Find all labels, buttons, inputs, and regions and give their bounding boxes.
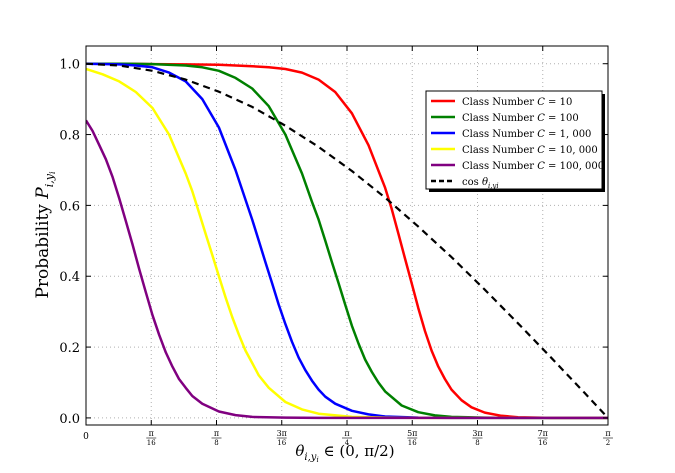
legend-label-2: Class Number C = 1, 000 [462, 129, 591, 140]
y-axis-label: Probability Pi,yi [33, 171, 57, 299]
y-tick-label: 0.8 [59, 129, 80, 144]
y-tick-label: 0.2 [59, 341, 80, 356]
svg-text:16: 16 [277, 439, 286, 447]
svg-text:16: 16 [147, 439, 156, 447]
legend-label-4: Class Number C = 100, 000 [462, 161, 604, 172]
svg-text:3π: 3π [277, 429, 287, 438]
svg-text:π: π [149, 429, 154, 438]
svg-text:8: 8 [475, 439, 479, 447]
svg-text:7π: 7π [538, 429, 548, 438]
y-tick-label: 0.6 [59, 199, 80, 214]
series-line-3 [86, 67, 608, 420]
svg-text:2: 2 [606, 439, 610, 447]
legend-label-1: Class Number C = 100 [462, 113, 579, 124]
x-tick-label: 5π165π/16 [407, 429, 417, 447]
x-tick-label: π2π/2 [603, 429, 613, 447]
svg-text:π: π [214, 429, 219, 438]
legend-box [425, 90, 603, 190]
series-line-2 [86, 62, 608, 420]
series-lines [86, 62, 608, 420]
series-line-0 [86, 62, 608, 420]
series-line-4 [86, 119, 608, 420]
y-tick-label: 0.4 [59, 270, 80, 285]
svg-text:3π: 3π [472, 429, 482, 438]
svg-text:5π: 5π [407, 429, 417, 438]
x-tick-label: π8π/8 [211, 429, 222, 447]
x-tick-label: 7π167π/16 [538, 429, 548, 447]
svg-text:π: π [605, 429, 610, 438]
svg-text:16: 16 [538, 439, 547, 447]
y-tick-label: 0.0 [59, 412, 80, 427]
x-tick-label: 0 [83, 432, 89, 442]
series-line-1 [86, 62, 608, 420]
series-line-5 [86, 62, 608, 419]
x-tick-label: π4π/4 [342, 429, 352, 447]
x-tick-label: 3π83π/8 [472, 429, 482, 447]
x-axis-label: θi,yi ∈ (0, π/2) [295, 442, 394, 464]
y-tick-label: 1.0 [59, 58, 80, 73]
legend-label-5: cos θi,yi [462, 177, 499, 190]
svg-text:π: π [344, 429, 349, 438]
svg-text:4: 4 [345, 439, 350, 447]
x-tick-label: 3π163π/16 [277, 429, 287, 447]
legend: Class Number C = 10 Class Number C = 100 C… [425, 90, 605, 192]
legend-label-0: Class Number C = 10 [462, 97, 572, 108]
legend-label-3: Class Number C = 10, 000 [462, 145, 598, 156]
svg-text:8: 8 [214, 439, 218, 447]
svg-text:16: 16 [408, 439, 417, 447]
